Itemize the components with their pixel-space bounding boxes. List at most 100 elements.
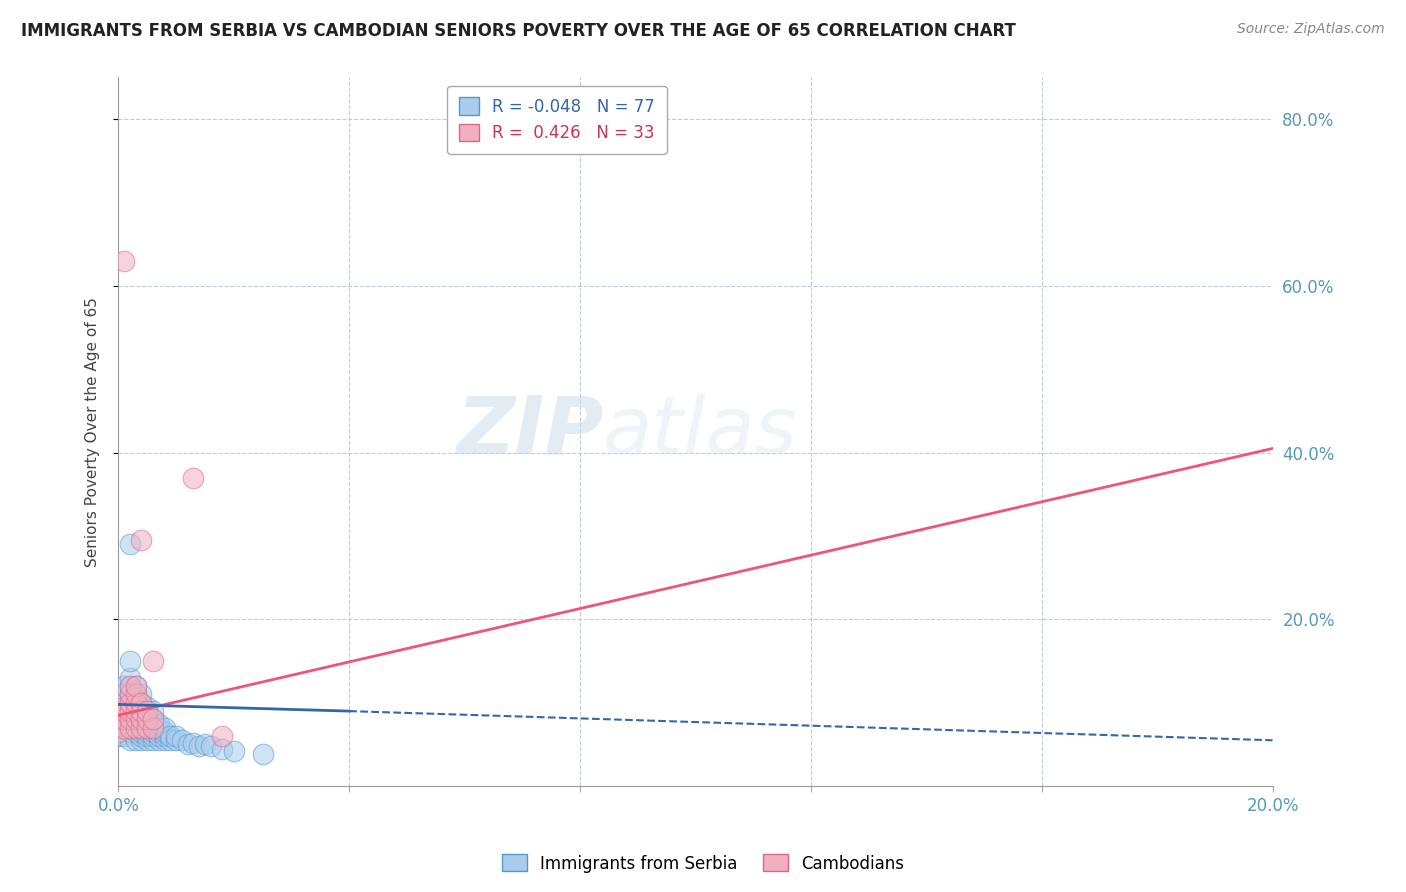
Point [194, 738, 217, 752]
Point [136, 733, 159, 747]
Point [153, 725, 176, 739]
Point [112, 713, 135, 727]
Point [222, 744, 245, 758]
Point [112, 721, 135, 735]
Point [107, 704, 129, 718]
Text: IMMIGRANTS FROM SERBIA VS CAMBODIAN SENIORS POVERTY OVER THE AGE OF 65 CORRELATI: IMMIGRANTS FROM SERBIA VS CAMBODIAN SENI… [21, 22, 1017, 40]
Point [118, 679, 141, 693]
Point [153, 733, 176, 747]
Legend: R = -0.048   N = 77, R =  0.426   N = 33: R = -0.048 N = 77, R = 0.426 N = 33 [447, 86, 666, 153]
Point [118, 725, 141, 739]
Point [159, 733, 181, 747]
Point [148, 721, 170, 735]
Point [183, 470, 205, 484]
Point [112, 700, 135, 714]
Point [136, 721, 159, 735]
Point [124, 725, 146, 739]
Point [159, 729, 181, 743]
Point [118, 704, 141, 718]
Point [107, 725, 129, 739]
Point [131, 721, 153, 735]
Y-axis label: Seniors Poverty Over the Age of 65: Seniors Poverty Over the Age of 65 [86, 297, 100, 566]
Point [136, 729, 159, 743]
Point [112, 713, 135, 727]
Point [131, 704, 153, 718]
Point [211, 729, 233, 743]
Point [142, 733, 165, 747]
Point [136, 713, 159, 727]
Point [124, 713, 146, 727]
Point [118, 696, 141, 710]
Point [124, 704, 146, 718]
Text: Source: ZipAtlas.com: Source: ZipAtlas.com [1237, 22, 1385, 37]
Point [131, 688, 153, 702]
Point [142, 716, 165, 731]
Text: ZIP: ZIP [456, 392, 603, 471]
Point [131, 700, 153, 714]
Point [118, 696, 141, 710]
Point [112, 688, 135, 702]
Point [131, 729, 153, 743]
Point [142, 729, 165, 743]
Point [124, 688, 146, 702]
Point [142, 704, 165, 718]
Point [118, 537, 141, 551]
Point [124, 713, 146, 727]
Point [131, 696, 153, 710]
Point [176, 738, 198, 752]
Point [118, 716, 141, 731]
Point [124, 679, 146, 693]
Point [136, 721, 159, 735]
Point [131, 721, 153, 735]
Point [148, 729, 170, 743]
Point [148, 716, 170, 731]
Point [131, 533, 153, 548]
Point [131, 696, 153, 710]
Point [124, 733, 146, 747]
Point [112, 679, 135, 693]
Point [118, 654, 141, 668]
Point [136, 725, 159, 739]
Point [131, 704, 153, 718]
Point [142, 713, 165, 727]
Point [118, 733, 141, 747]
Point [148, 725, 170, 739]
Point [148, 733, 170, 747]
Point [131, 713, 153, 727]
Point [124, 700, 146, 714]
Point [107, 729, 129, 743]
Point [211, 741, 233, 756]
Point [118, 688, 141, 702]
Point [188, 739, 211, 753]
Point [131, 725, 153, 739]
Point [142, 713, 165, 727]
Point [124, 721, 146, 735]
Point [153, 729, 176, 743]
Point [183, 736, 205, 750]
Point [142, 721, 165, 735]
Text: atlas: atlas [603, 392, 797, 471]
Point [124, 696, 146, 710]
Point [118, 671, 141, 685]
Point [200, 739, 222, 753]
Point [136, 716, 159, 731]
Point [124, 704, 146, 718]
Point [118, 679, 141, 693]
Legend: Immigrants from Serbia, Cambodians: Immigrants from Serbia, Cambodians [495, 847, 911, 880]
Point [165, 733, 187, 747]
Point [112, 721, 135, 735]
Point [142, 721, 165, 735]
Point [136, 704, 159, 718]
Point [131, 716, 153, 731]
Point [124, 721, 146, 735]
Point [136, 700, 159, 714]
Point [165, 729, 187, 743]
Point [118, 713, 141, 727]
Point [118, 713, 141, 727]
Point [153, 721, 176, 735]
Point [124, 696, 146, 710]
Point [112, 704, 135, 718]
Point [112, 704, 135, 718]
Point [124, 716, 146, 731]
Point [136, 713, 159, 727]
